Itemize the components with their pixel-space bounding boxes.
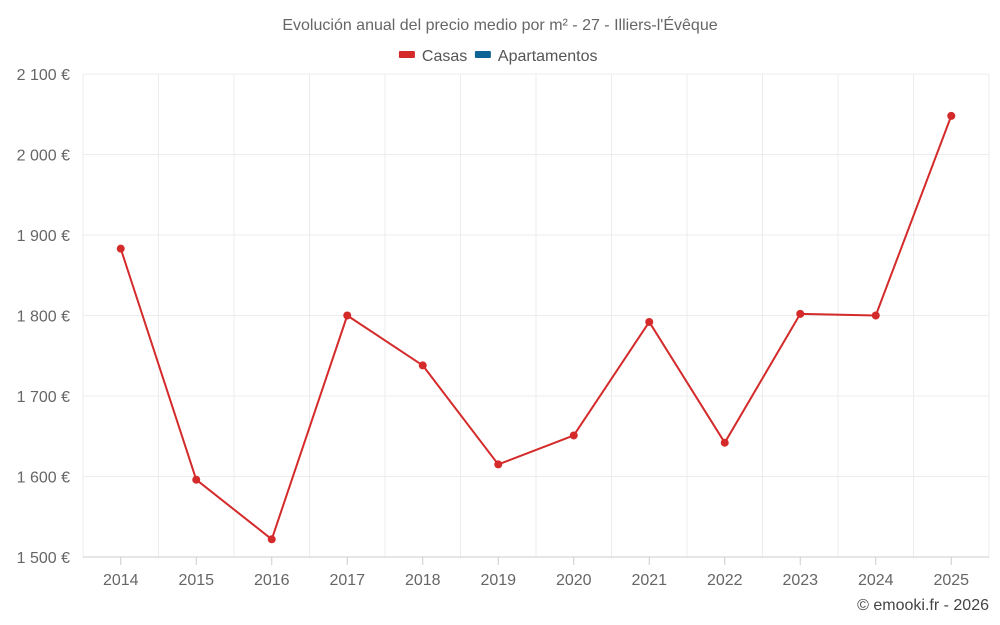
data-point — [192, 475, 201, 484]
data-point — [947, 111, 956, 120]
series-0 — [116, 111, 956, 544]
data-point — [343, 311, 352, 320]
x-axis: 2014 2015 2016 2017 2018 2019 2020 2021 2022 2023… — [83, 556, 989, 589]
data-point — [494, 460, 503, 469]
data-point — [418, 361, 427, 370]
y-tick-label: 2 100 € — [17, 67, 70, 84]
data-point — [645, 317, 654, 326]
y-tick-label: 1 600 € — [17, 470, 70, 487]
x-tick-label: 2022 — [707, 572, 743, 589]
y-tick-label: 1 800 € — [17, 309, 70, 326]
data-point — [116, 244, 125, 253]
data-point — [569, 431, 578, 440]
x-tick-label: 2018 — [405, 572, 441, 589]
chart-title: Evolución anual del precio medio por m² … — [282, 15, 717, 34]
x-tick-label: 2019 — [480, 572, 516, 589]
data-point — [871, 311, 880, 320]
series-line-0 — [119, 115, 953, 541]
x-tick-label: 2025 — [933, 572, 969, 589]
y-tick-label: 1 900 € — [17, 228, 70, 245]
y-tick-label: 1 700 € — [17, 389, 70, 406]
x-tick-label: 2023 — [782, 572, 818, 589]
credit-text: © emooki.fr - 2026 — [857, 597, 989, 614]
x-tick-label: 2017 — [329, 572, 365, 589]
legend-swatch-1 — [474, 51, 491, 58]
y-axis: 1 500 € 1 600 € 1 700 € 1 800 € 1 900 € 2 000… — [17, 67, 70, 567]
x-tick-label: 2015 — [178, 572, 214, 589]
data-point — [267, 535, 276, 544]
x-tick-label: 2014 — [103, 572, 139, 589]
y-tick-label: 2 000 € — [17, 148, 70, 165]
legend-swatch-0 — [398, 51, 415, 58]
series-layer — [116, 111, 956, 544]
legend-label-0: Casas — [422, 48, 467, 65]
x-tick-label: 2020 — [556, 572, 592, 589]
x-tick-label: 2021 — [631, 572, 667, 589]
legend-label-1: Apartamentos — [498, 48, 598, 65]
x-tick-label: 2024 — [858, 572, 894, 589]
legend: Casas Apartamentos — [398, 48, 598, 65]
data-point — [796, 309, 805, 318]
data-point — [720, 438, 729, 447]
y-tick-label: 1 500 € — [17, 550, 70, 567]
x-tick-label: 2016 — [254, 572, 290, 589]
